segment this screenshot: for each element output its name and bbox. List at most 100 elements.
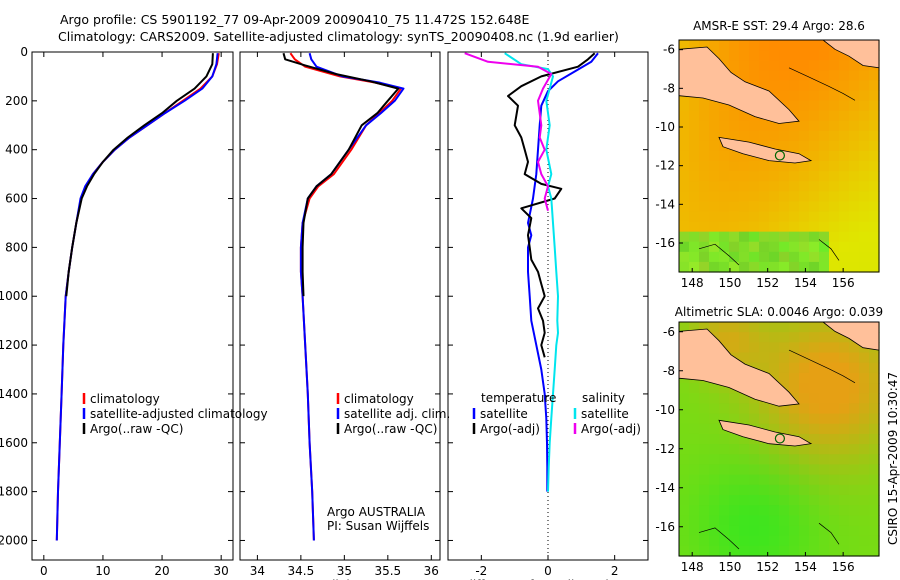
map-cell xyxy=(789,90,800,102)
map-ytick-label: -6 xyxy=(663,43,675,57)
map-cell xyxy=(829,494,840,506)
map-cell xyxy=(839,150,850,162)
map-cell xyxy=(729,494,740,506)
diff-legend-salinity-title: salinity xyxy=(582,391,625,405)
map-cell xyxy=(689,494,700,506)
map-cell xyxy=(689,181,700,192)
salinity-xtick-label: 35.5 xyxy=(374,564,401,578)
map-cell xyxy=(769,464,780,476)
map-cell xyxy=(789,181,800,192)
map-cell xyxy=(689,444,700,455)
map-cell xyxy=(709,505,720,516)
map-cell xyxy=(819,474,830,486)
map-cell xyxy=(849,515,860,527)
map-cell xyxy=(729,110,740,122)
map-cell xyxy=(849,130,860,142)
map-cell xyxy=(679,484,690,496)
map-cell xyxy=(709,211,720,223)
map-cell xyxy=(759,161,770,172)
map-cell xyxy=(799,322,810,333)
map-cell xyxy=(679,251,690,263)
map-cell xyxy=(699,494,710,506)
map-cell xyxy=(839,221,850,233)
map-cell xyxy=(709,150,720,162)
argo-location-marker xyxy=(774,433,786,444)
map-cell xyxy=(789,545,800,557)
map-cell xyxy=(859,423,870,435)
map-cell xyxy=(729,403,740,415)
map-cell xyxy=(859,515,870,527)
difference-panel: -2 0 2difference from climatology temperatu… xyxy=(447,51,649,580)
map-cell xyxy=(829,362,840,374)
map-cell xyxy=(829,70,840,81)
map-frame xyxy=(678,321,880,557)
map-cell xyxy=(689,545,700,557)
map-ytick-label: -12 xyxy=(655,159,675,173)
map-cell xyxy=(819,433,830,445)
map-cell xyxy=(809,433,820,445)
map-cell xyxy=(789,484,800,496)
map-cell xyxy=(819,362,830,374)
map-cell xyxy=(779,362,790,374)
map-cell xyxy=(869,505,880,516)
map-cell xyxy=(719,433,730,445)
map-cell xyxy=(729,150,740,162)
map-cell xyxy=(719,484,730,496)
map-cell xyxy=(869,464,880,476)
map-cell xyxy=(799,383,810,394)
map-cell xyxy=(779,251,790,263)
map-cell xyxy=(699,444,710,455)
map-cell xyxy=(699,110,710,122)
map-cell xyxy=(799,191,810,202)
map-cell xyxy=(779,221,790,233)
reef-contour xyxy=(818,522,840,545)
map-cell xyxy=(809,464,820,476)
salinity-series-argo xyxy=(282,52,400,297)
map-cell xyxy=(789,342,800,354)
map-cell xyxy=(699,221,710,233)
map-cell xyxy=(859,90,870,102)
map-cell xyxy=(749,130,760,142)
map-cell xyxy=(839,535,850,547)
map-cell xyxy=(679,545,690,557)
map-cell xyxy=(779,352,790,364)
map-cell xyxy=(809,342,820,354)
map-cell xyxy=(739,161,750,172)
map-cell xyxy=(719,464,730,476)
map-cell xyxy=(709,120,720,132)
map-cell xyxy=(839,90,850,102)
map-cell xyxy=(819,100,830,112)
map-cell xyxy=(839,140,850,152)
map-cell xyxy=(749,251,760,263)
map-cell xyxy=(869,494,880,506)
map-cell xyxy=(739,393,750,404)
map-cell xyxy=(749,545,760,557)
map-cell xyxy=(779,525,790,537)
map-xtick-label: 156 xyxy=(832,560,855,574)
map-cell xyxy=(839,484,850,496)
map-cell xyxy=(839,261,850,273)
map-title: Altimetric SLA: 0.0046 Argo: 0.039 xyxy=(675,305,883,319)
map-cell xyxy=(809,332,820,343)
map-cell xyxy=(849,150,860,162)
map-cell xyxy=(739,241,750,253)
depth-tick-label: 0 xyxy=(20,45,28,59)
map-cell xyxy=(849,454,860,466)
map-cell xyxy=(689,130,700,142)
map-cell xyxy=(729,50,740,61)
map-cell xyxy=(709,423,720,435)
map-cell xyxy=(829,171,840,182)
map-cell xyxy=(759,241,770,253)
map-cell xyxy=(849,342,860,354)
map-cell xyxy=(809,100,820,112)
map-cell xyxy=(819,140,830,152)
map-cell xyxy=(729,525,740,537)
map-cell xyxy=(749,494,760,506)
map-cell xyxy=(869,423,880,435)
map-cell xyxy=(779,505,790,516)
map-cell xyxy=(789,221,800,233)
depth-tick-label: 1600 xyxy=(0,436,28,450)
map-cell xyxy=(749,535,760,547)
map-cell xyxy=(739,231,750,243)
